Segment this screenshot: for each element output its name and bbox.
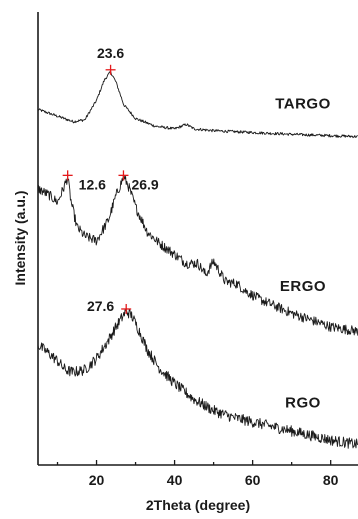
ergo-peak-label: 12.6 — [79, 176, 106, 192]
targo-trace — [37, 70, 358, 139]
x-axis-ticks: 20 40 60 80 — [56, 460, 339, 488]
rgo-trace — [37, 307, 358, 449]
x-tick-label-20: 20 — [89, 472, 105, 488]
x-tick-label-60: 60 — [245, 472, 261, 488]
ergo-peak-label: 26.9 — [131, 176, 158, 192]
ergo-trace — [37, 175, 358, 336]
rgo-peak-label: 27.6 — [87, 298, 114, 314]
rgo-series-label: RGO — [285, 395, 321, 412]
annotations: TARGO 23.6 ERGO 12.6 26.9 RGO 27.6 — [62, 45, 331, 412]
targo-peak-label: 23.6 — [97, 45, 124, 61]
targo-series-label: TARGO — [275, 96, 331, 113]
ergo-series-label: ERGO — [280, 278, 326, 295]
x-tick-label-80: 80 — [323, 472, 339, 488]
x-axis-title: 2Theta (degree) — [146, 497, 250, 513]
plot-area — [37, 70, 358, 449]
x-tick-label-40: 40 — [167, 472, 183, 488]
y-axis-title: Intensity (a.u.) — [12, 191, 28, 286]
